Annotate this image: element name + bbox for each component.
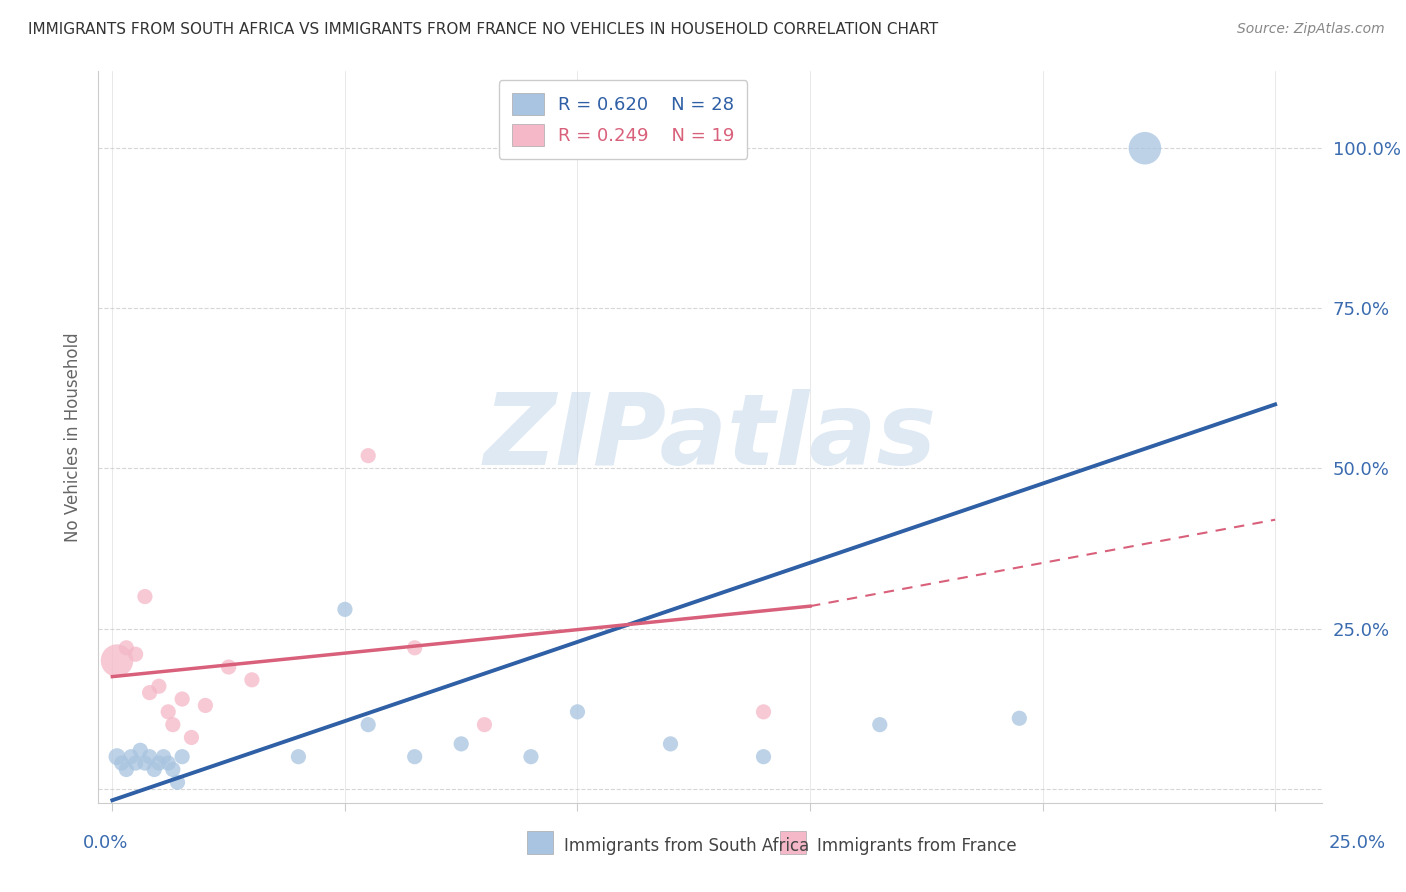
Point [357,717,380,731]
Point [752,705,775,719]
Point [162,763,184,777]
Point [333,602,356,616]
Point [143,763,166,777]
Point [129,743,152,757]
Point [105,749,128,764]
Text: 25.0%: 25.0% [1329,834,1385,852]
Point [124,647,146,661]
Point [194,698,217,713]
Text: ZIPatlas: ZIPatlas [484,389,936,485]
Point [404,640,426,655]
Point [172,749,194,764]
Point [1008,711,1031,725]
Point [450,737,472,751]
Point [869,717,891,731]
Point [138,749,160,764]
Point [474,717,496,731]
Point [105,654,128,668]
Y-axis label: No Vehicles in Household: No Vehicles in Household [63,332,82,542]
Point [148,679,170,693]
Point [120,749,142,764]
Point [357,449,380,463]
Point [659,737,682,751]
Point [138,685,160,699]
Point [115,640,138,655]
Point [166,775,188,789]
Legend: R = 0.620    N = 28, R = 0.249    N = 19: R = 0.620 N = 28, R = 0.249 N = 19 [499,80,748,159]
Point [218,660,240,674]
Text: Immigrants from France: Immigrants from France [817,837,1017,855]
Text: 0.0%: 0.0% [83,834,128,852]
Point [240,673,263,687]
Point [287,749,309,764]
Text: Source: ZipAtlas.com: Source: ZipAtlas.com [1237,22,1385,37]
Point [520,749,543,764]
Point [180,731,202,745]
Point [567,705,589,719]
Point [1133,141,1156,155]
Point [134,590,156,604]
Point [152,749,174,764]
Point [134,756,156,770]
Point [162,717,184,731]
Point [157,756,180,770]
Point [172,692,194,706]
Text: Immigrants from South Africa: Immigrants from South Africa [564,837,808,855]
Text: IMMIGRANTS FROM SOUTH AFRICA VS IMMIGRANTS FROM FRANCE NO VEHICLES IN HOUSEHOLD : IMMIGRANTS FROM SOUTH AFRICA VS IMMIGRAN… [28,22,938,37]
Point [752,749,775,764]
Point [124,756,146,770]
Point [111,756,134,770]
Point [157,705,180,719]
Point [148,756,170,770]
Point [115,763,138,777]
Point [404,749,426,764]
